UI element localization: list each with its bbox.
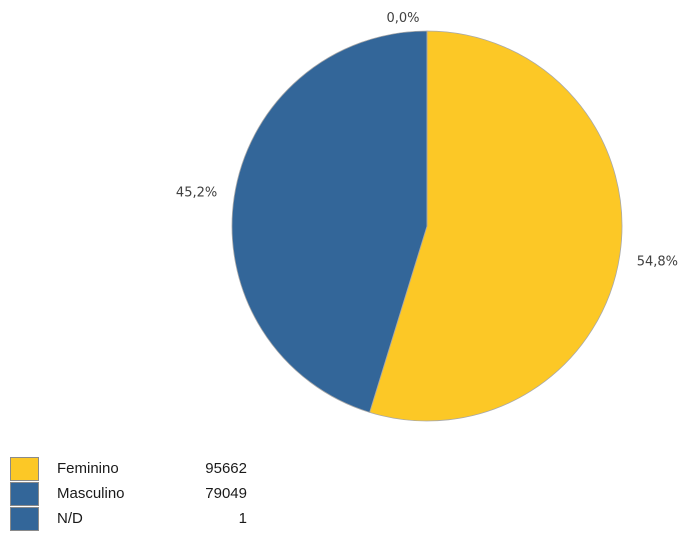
legend-value-masculino: 79049 (205, 485, 247, 502)
pie-labels: 54,8% 45,2% 0,0% (176, 11, 678, 270)
legend-label-nd: N/D (57, 510, 83, 527)
legend-label-masculino: Masculino (57, 485, 125, 502)
pie-label-masculino: 45,2% (176, 185, 217, 200)
legend-item-masculino: Masculino 79049 (10, 481, 270, 506)
legend-swatch-nd (10, 506, 39, 531)
legend-label-feminino: Feminino (57, 460, 119, 477)
pie-label-n-d: 0,0% (386, 11, 419, 26)
legend-item-feminino: Feminino 95662 (10, 456, 270, 481)
legend-value-nd: 1 (238, 510, 247, 527)
pie-label-feminino: 54,8% (637, 255, 678, 270)
pie-slices (231, 30, 623, 422)
legend-swatch-feminino (10, 456, 39, 481)
pie-slice-feminino (369, 30, 623, 422)
legend-swatch-masculino (10, 481, 39, 506)
pie-slice-masculino (231, 30, 428, 413)
legend-value-feminino: 95662 (205, 460, 247, 477)
legend-item-nd: N/D 1 (10, 506, 270, 531)
legend: Feminino 95662 Masculino 79049 N/D 1 (10, 456, 270, 531)
